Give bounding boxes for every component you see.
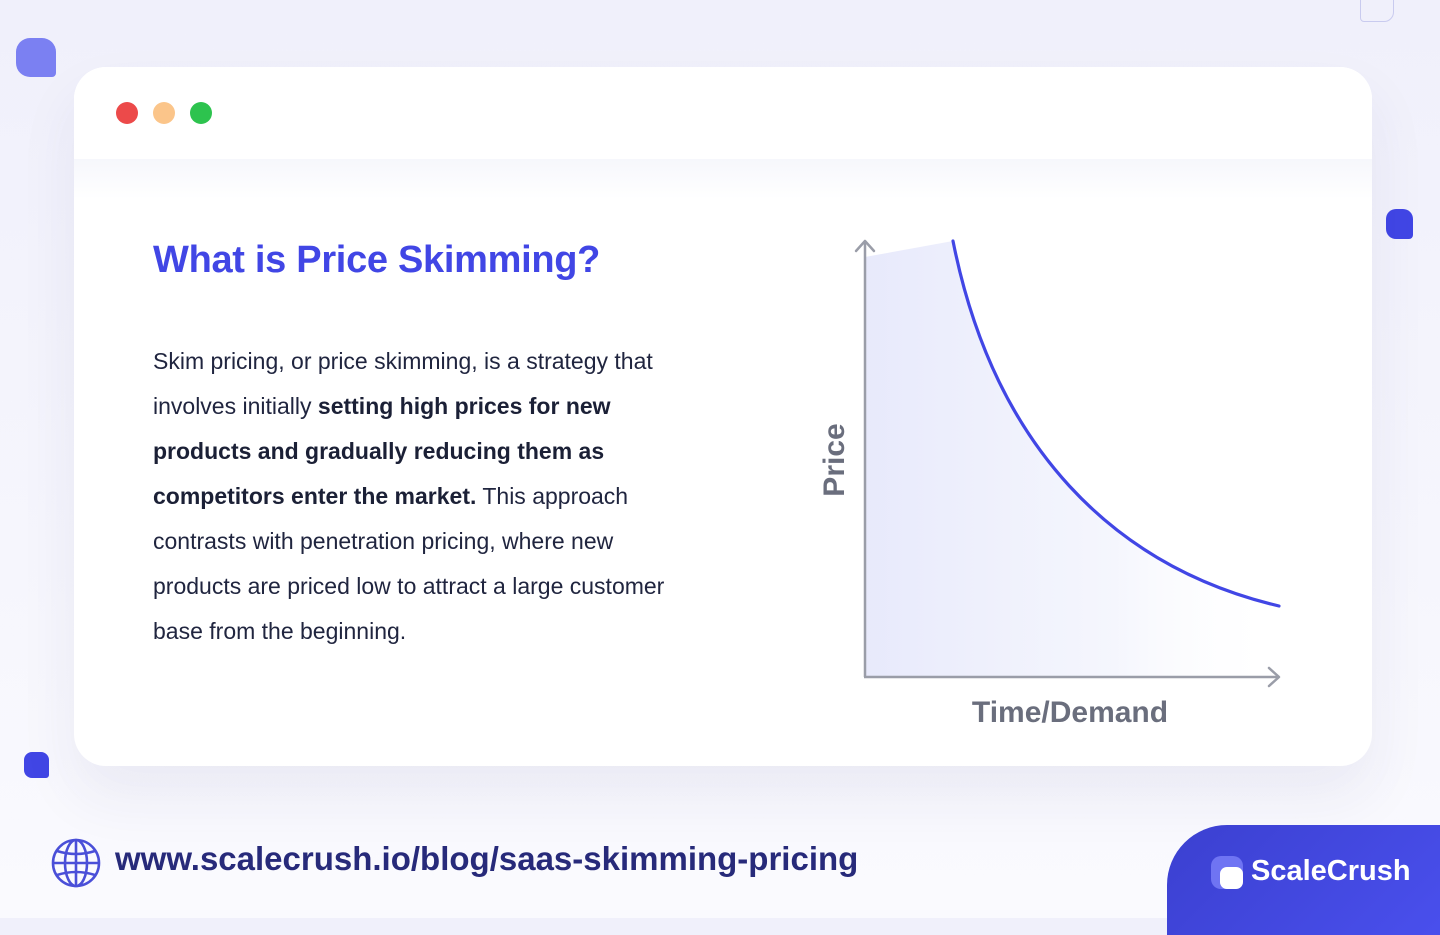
- window-titlebar: [74, 67, 1372, 160]
- close-window-dot[interactable]: [116, 102, 138, 124]
- paragraph-text: This approach contrasts with penetration…: [153, 483, 665, 644]
- article-title: What is Price Skimming?: [153, 239, 601, 281]
- maximize-window-dot[interactable]: [190, 102, 212, 124]
- y-axis-label: Price: [818, 423, 851, 496]
- brand-badge: ScaleCrush: [1167, 825, 1440, 935]
- paragraph-text: Skim pricing, or price skimming, is a st…: [153, 348, 653, 419]
- brand-name: ScaleCrush: [1251, 855, 1411, 887]
- minimize-window-dot[interactable]: [153, 102, 175, 124]
- price-skimming-diagram: Price Time/Demand: [818, 239, 1281, 729]
- paragraph-bold-text: setting high prices for new products and…: [153, 393, 611, 509]
- x-axis-arrow-icon: [1267, 666, 1281, 688]
- price-curve: [951, 239, 1281, 608]
- article-paragraph: Skim pricing, or price skimming, is a st…: [153, 339, 701, 654]
- globe-icon: [51, 838, 101, 888]
- curve-area-shade: [865, 241, 1279, 677]
- y-axis-arrow-icon: [854, 239, 876, 253]
- decorative-shape: [24, 752, 49, 778]
- decorative-shape: [16, 38, 56, 77]
- decorative-outline-shape: [1360, 0, 1394, 22]
- decorative-shape: [1386, 209, 1413, 239]
- browser-window: What is Price Skimming? Skim pricing, or…: [74, 67, 1372, 766]
- article-url[interactable]: www.scalecrush.io/blog/saas-skimming-pri…: [115, 840, 859, 877]
- scalecrush-logo-icon: [1211, 856, 1243, 889]
- x-axis-label: Time/Demand: [972, 696, 1168, 729]
- content-fade: [74, 159, 1372, 199]
